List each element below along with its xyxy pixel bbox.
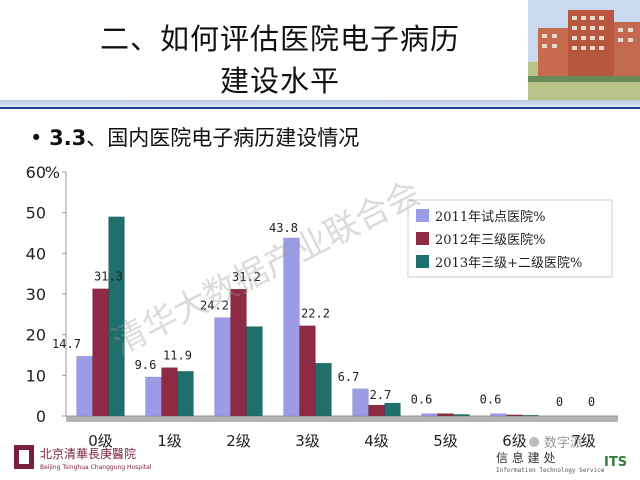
y-axis-unit: %	[45, 163, 60, 182]
bar-2011年试点医院%-3级	[283, 237, 300, 417]
data-label: 14.7	[52, 337, 81, 351]
header-divider	[0, 107, 640, 109]
bar-2013年三级+二级医院%-5级	[453, 414, 470, 417]
legend-swatch	[416, 232, 429, 245]
bar-2013年三级+二级医院%-3级	[315, 362, 332, 417]
hospital-name-en: Beijing Tsinghua Changgung Hospital	[40, 464, 152, 471]
data-label: 6.7	[338, 370, 360, 384]
bar-2011年试点医院%-6级	[490, 413, 507, 417]
data-label: 31.2	[232, 270, 261, 284]
y-tick-label: 40	[26, 244, 46, 263]
hospital-logo: 北京清華長庚醫院 Beijing Tsinghua Changgung Hosp…	[14, 445, 152, 471]
bar-2012年三级医院%-6级	[506, 414, 523, 417]
department-name-en: Information Technology Service	[496, 467, 605, 474]
data-label: 31.3	[94, 270, 123, 284]
header-band	[0, 100, 640, 107]
data-label: 2.7	[370, 388, 392, 402]
bar-2011年试点医院%-5级	[421, 413, 438, 417]
y-tick-label: 60	[26, 163, 46, 182]
bar-2011年试点医院%-2级	[214, 317, 231, 417]
bar-2013年三级+二级医院%-4级	[384, 402, 401, 417]
bar-2013年三级+二级医院%-1级	[177, 371, 194, 417]
department-name-cn: 信 息 建 处	[496, 450, 555, 465]
legend-box	[407, 199, 613, 278]
legend-label: 2011年试点医院%	[435, 210, 545, 225]
wechat-icon	[529, 437, 539, 447]
data-label: 0.6	[411, 393, 433, 407]
bar-2011年试点医院%-0级	[76, 355, 93, 417]
hospital-name-cn: 北京清華長庚醫院	[40, 446, 136, 461]
x-tick-label: 0级	[88, 432, 113, 450]
legend-label: 2012年三级医院%	[435, 233, 545, 248]
y-tick-label: 30	[26, 285, 46, 304]
bar-2012年三级医院%-5级	[437, 413, 454, 417]
legend-swatch	[416, 209, 429, 222]
bar-chart: 0 10 20 30 40 50 60% 0级 1级 2级 3级 4级 5级 6级 7级 14.7 31.3 9.…	[26, 163, 618, 450]
data-label: 24.2	[200, 299, 229, 313]
bar-2012年三级医院%-3级	[299, 325, 316, 417]
y-tick-label: 0	[36, 407, 46, 426]
x-tick-label: 6级	[502, 432, 527, 450]
its-logo: ITS	[604, 455, 627, 470]
data-label: 0	[556, 395, 563, 409]
legend-swatch	[416, 255, 429, 268]
data-label: 11.9	[163, 349, 192, 363]
x-tick-label: 5级	[433, 432, 458, 450]
x-tick-label: 1级	[157, 432, 182, 450]
data-label: 9.6	[135, 358, 157, 372]
bar-2011年试点医院%-4级	[352, 388, 369, 417]
data-label: 43.8	[269, 221, 298, 235]
bullet: •	[30, 126, 43, 150]
y-tick-label: 20	[26, 326, 46, 345]
data-label: 22.2	[301, 307, 330, 321]
data-label: 0.6	[480, 393, 502, 407]
subtitle-text: 、国内医院电子病历建设情况	[86, 126, 360, 150]
x-tick-label: 7级	[571, 432, 596, 450]
slide-title-line-2: 建设水平	[219, 64, 340, 98]
x-tick-label: 3级	[295, 432, 320, 450]
bar-2012年三级医院%-2级	[230, 288, 247, 417]
bar-2013年三级+二级医院%-0级	[108, 216, 125, 417]
bar-2011年试点医院%-1级	[145, 376, 162, 417]
department-footer: 数字派 信 息 建 处 Information Technology Servi…	[496, 436, 627, 474]
bar-2012年三级医院%-1级	[161, 367, 178, 417]
x-tick-label: 2级	[226, 432, 251, 450]
bar-2013年三级+二级医院%-2级	[246, 326, 263, 417]
bar-2012年三级医院%-0级	[92, 288, 109, 417]
slide-subtitle: • 3.3、国内医院电子病历建设情况	[30, 122, 359, 152]
legend-label: 2013年三级+二级医院%	[435, 256, 582, 271]
subtitle-number: 3.3	[49, 126, 87, 150]
x-tick-label: 4级	[364, 432, 389, 450]
data-label: 0	[588, 395, 595, 409]
wechat-account: 数字派	[544, 436, 583, 451]
y-tick-label: 10	[26, 366, 46, 385]
bar-2012年三级医院%-4级	[368, 404, 385, 417]
y-tick-label: 50	[26, 204, 46, 223]
bar-2013年三级+二级医院%-6级	[522, 414, 539, 417]
x-axis-floor	[66, 416, 618, 422]
slide-title-line-1: 二、如何评估医院电子病历	[99, 22, 460, 56]
hospital-building-photo	[528, 0, 640, 100]
